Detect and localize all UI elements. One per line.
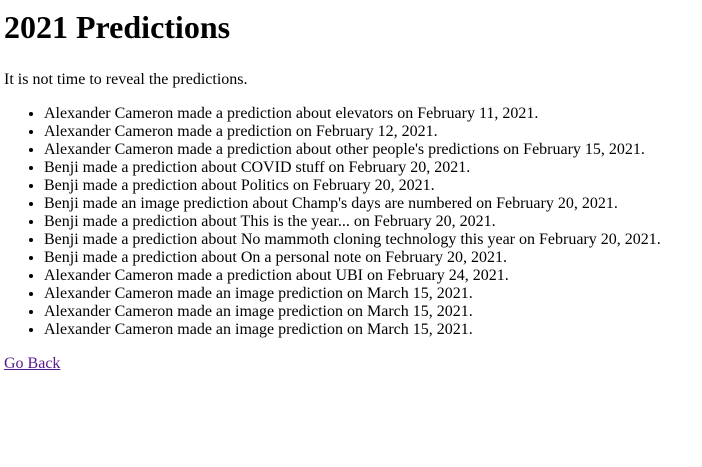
list-item: Alexander Cameron made a prediction on F…	[44, 123, 702, 141]
list-item: Benji made a prediction about On a perso…	[44, 249, 702, 267]
list-item: Benji made a prediction about COVID stuf…	[44, 159, 702, 177]
go-back-link[interactable]: Go Back	[4, 355, 61, 372]
page-title: 2021 Predictions	[4, 9, 231, 45]
list-item: Alexander Cameron made an image predicti…	[44, 321, 702, 339]
list-item: Benji made an image prediction about Cha…	[44, 195, 702, 213]
back-paragraph: Go Back	[4, 355, 702, 373]
list-item: Alexander Cameron made a prediction abou…	[44, 141, 702, 159]
predictions-list: Alexander Cameron made a prediction abou…	[4, 105, 702, 339]
list-item: Benji made a prediction about Politics o…	[44, 177, 702, 195]
list-item: Alexander Cameron made a prediction abou…	[44, 267, 702, 285]
list-item: Alexander Cameron made an image predicti…	[44, 303, 702, 321]
list-item: Alexander Cameron made an image predicti…	[44, 285, 702, 303]
list-item: Benji made a prediction about No mammoth…	[44, 231, 702, 249]
list-item: Alexander Cameron made a prediction abou…	[44, 105, 702, 123]
list-item: Benji made a prediction about This is th…	[44, 213, 702, 231]
intro-text: It is not time to reveal the predictions…	[4, 71, 248, 88]
